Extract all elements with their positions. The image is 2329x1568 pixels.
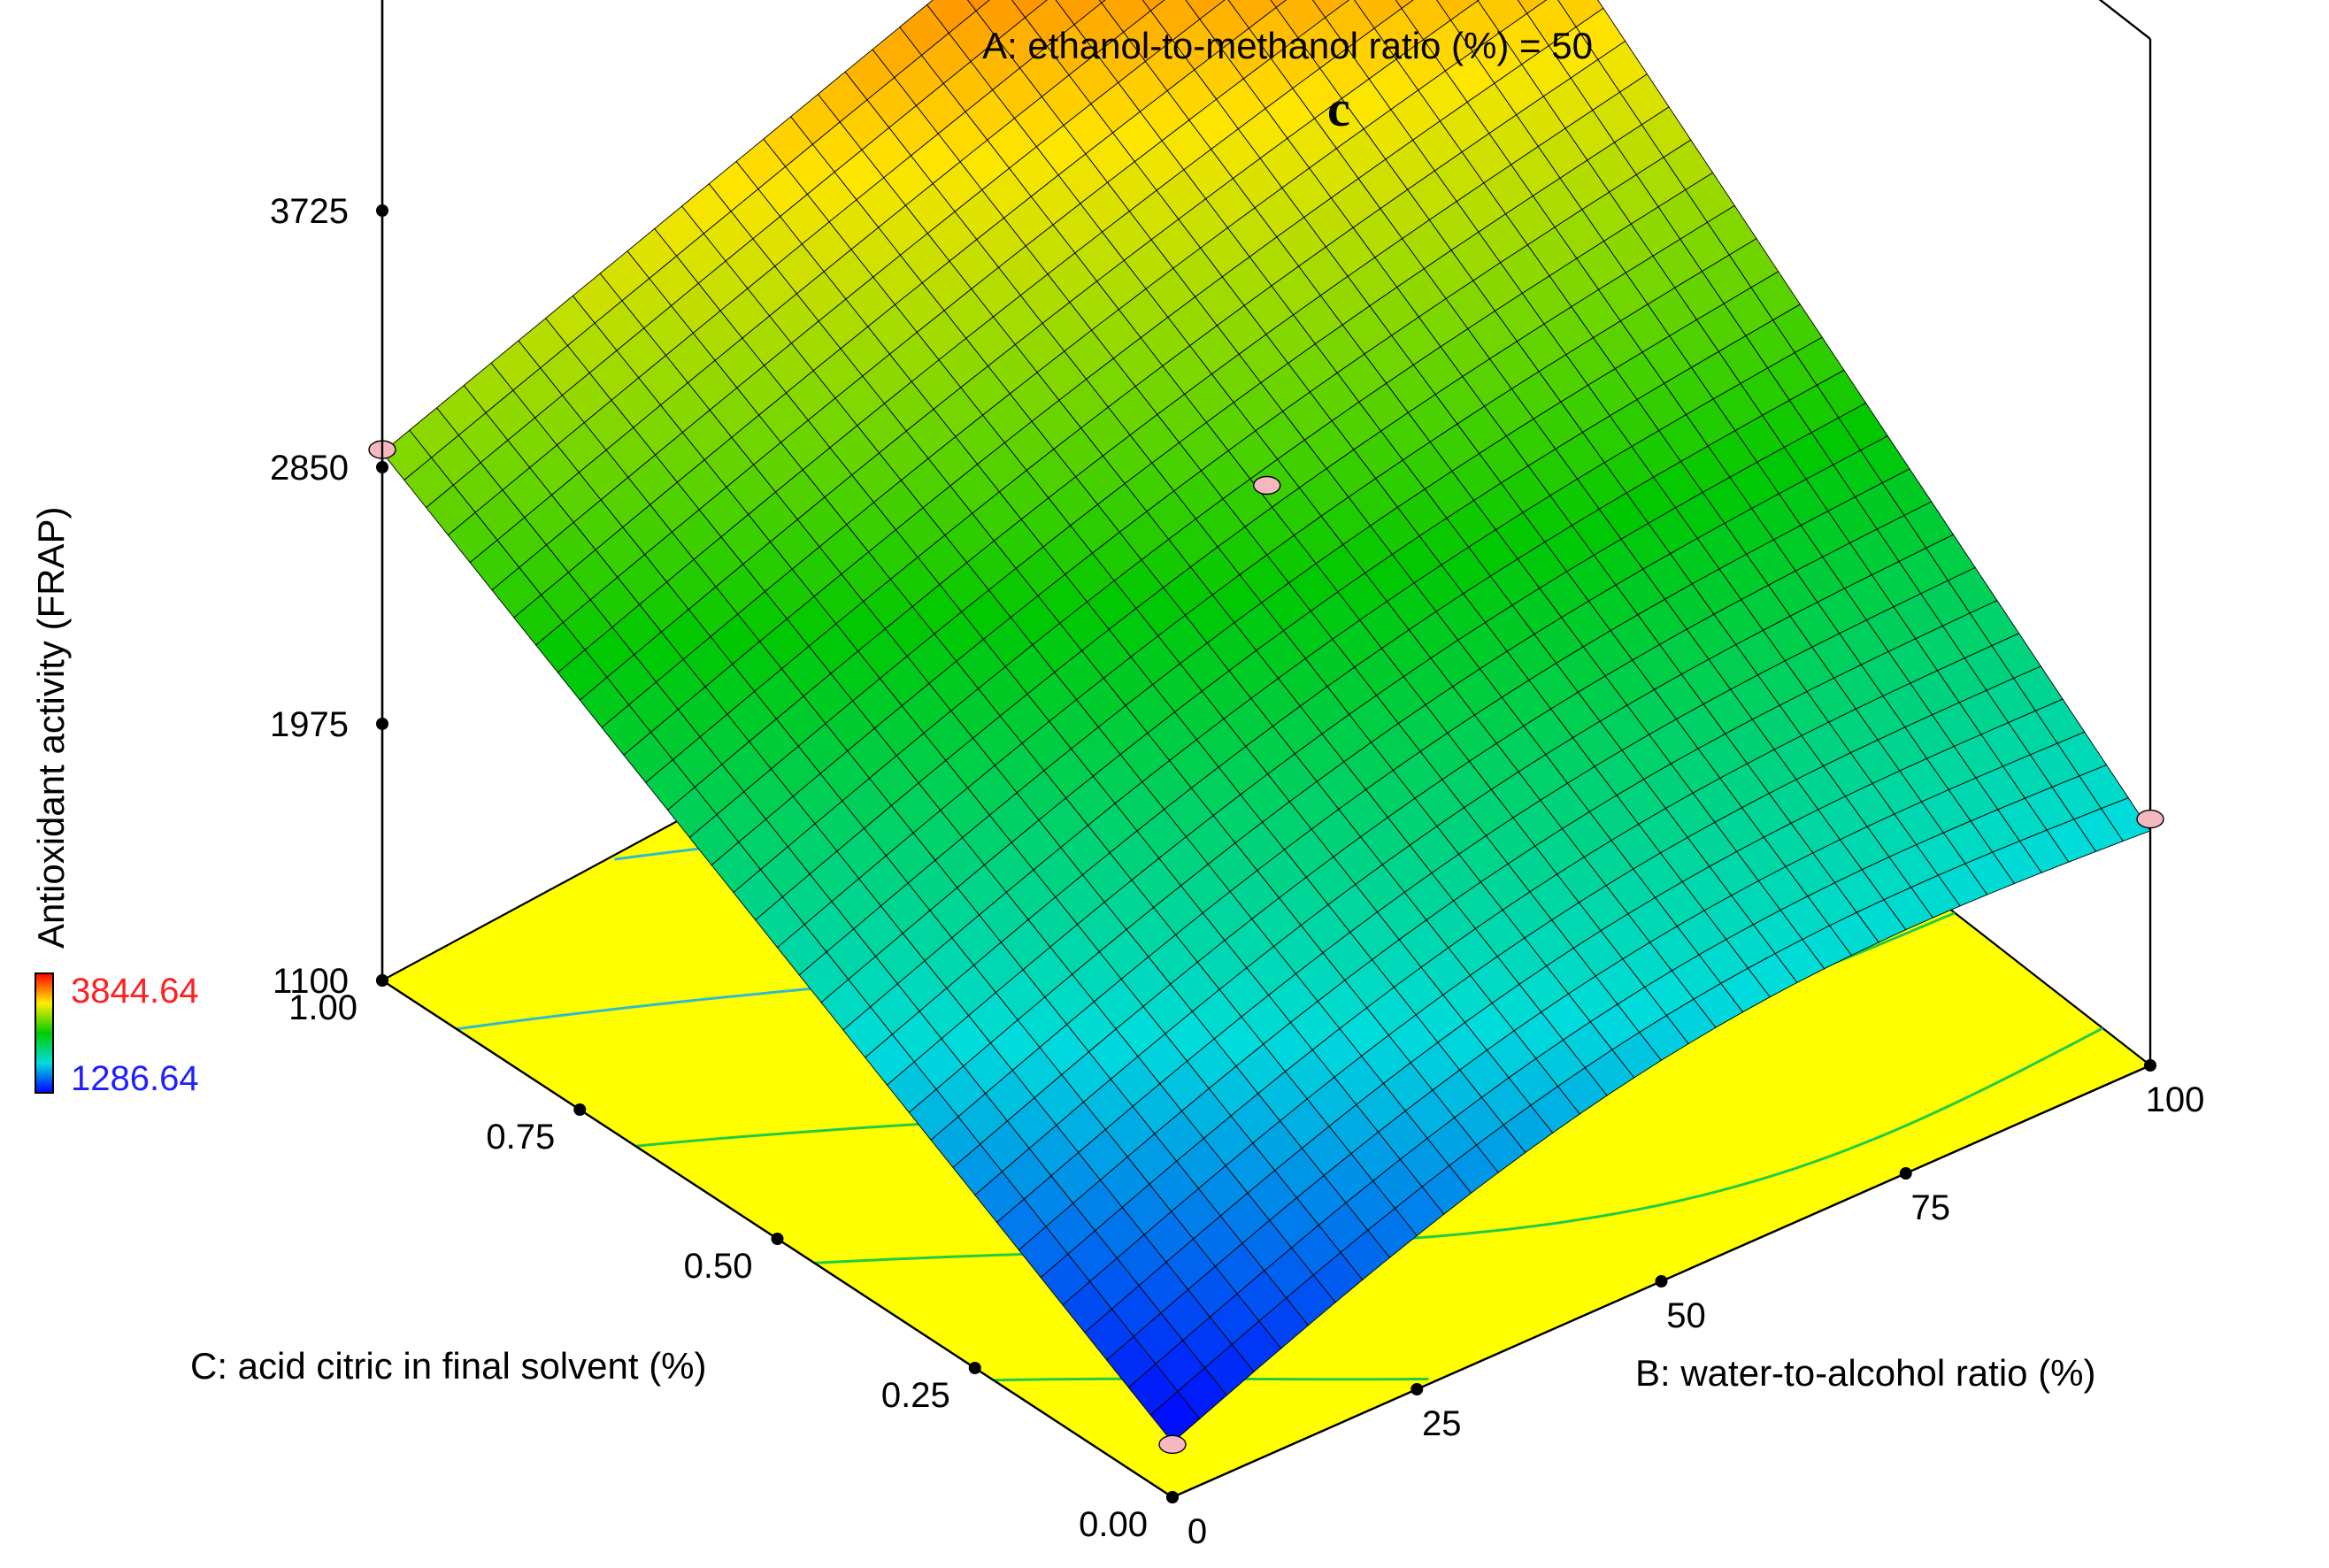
z-tick-label: 1100 — [273, 962, 349, 1001]
y-tick-mark — [771, 1233, 784, 1245]
design-point — [1253, 475, 1281, 496]
legend-gradient-bar — [35, 972, 54, 1094]
y-tick-label: 0.50 — [684, 1247, 753, 1286]
y-axis-title: C: acid citric in final solvent (%) — [190, 1345, 707, 1387]
x-tick-label: 50 — [1666, 1296, 1706, 1335]
surface-cell — [1141, 0, 1165, 12]
x-axis-title: B: water-to-alcohol ratio (%) — [1635, 1352, 2096, 1394]
z-tick-mark — [376, 204, 388, 217]
y-tick-label: 1.00 — [288, 988, 357, 1027]
x-tick-mark — [1899, 1167, 1912, 1180]
design-point — [2136, 809, 2164, 829]
x-tick-mark — [2144, 1059, 2156, 1072]
z-tick-mark — [376, 718, 388, 730]
legend-low-value: 1286.64 — [71, 1059, 199, 1098]
x-tick-label: 25 — [1422, 1404, 1462, 1443]
design-point — [1158, 1434, 1187, 1455]
y-tick-mark — [573, 1103, 587, 1116]
surface-cell — [2100, 797, 2151, 842]
y-tick-mark — [968, 1362, 981, 1374]
y-tick-label: 0.75 — [486, 1118, 555, 1157]
z-tick-label: 1975 — [270, 705, 349, 744]
panel-letter: c — [1327, 80, 1350, 137]
x-tick-label: 100 — [2146, 1080, 2205, 1119]
z-tick-mark — [376, 974, 388, 987]
y-tick-label: 0.25 — [881, 1376, 950, 1415]
z-tick-mark — [376, 461, 388, 473]
legend-high-value: 3844.64 — [71, 972, 199, 1011]
chart-title: A: ethanol-to-methanol ratio (%) = 50 — [982, 25, 1593, 66]
surface-cell — [1395, 0, 1414, 10]
z-tick-label: 3725 — [270, 192, 349, 231]
response-surface — [381, 0, 2151, 1443]
y-tick-label: 0.00 — [1079, 1505, 1148, 1544]
color-legend: 3844.64 1286.64 — [35, 972, 199, 1098]
surface-cell — [967, 0, 990, 12]
z-axis-title: Antioxidant activity (FRAP) — [30, 507, 72, 949]
z-tick-label: 2850 — [270, 449, 349, 488]
x-tick-mark — [1410, 1383, 1424, 1395]
x-tick-label: 0 — [1188, 1512, 1207, 1551]
x-tick-label: 75 — [1911, 1188, 1951, 1227]
y-tick-mark — [1166, 1491, 1179, 1503]
x-tick-mark — [1655, 1275, 1668, 1287]
surface-cell — [1270, 0, 1287, 9]
